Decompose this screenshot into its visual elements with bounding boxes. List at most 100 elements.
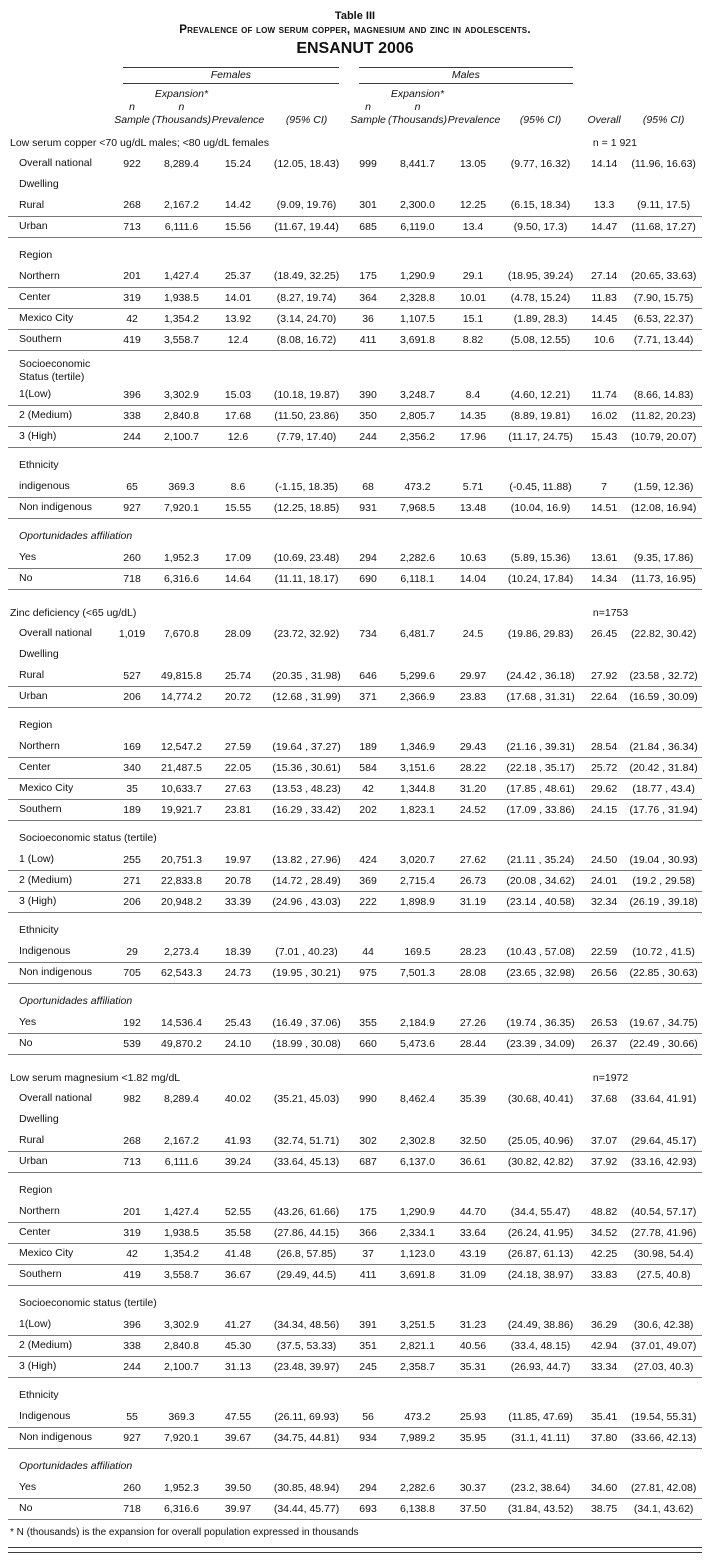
- table-row: Overall national 1,019 7,670.8 28.09 (23.72,…: [8, 623, 702, 644]
- cell-value: (34.4, 55.47): [498, 1201, 583, 1223]
- cell-value: 268: [112, 195, 152, 217]
- cell-value: 1,952.3: [151, 1477, 212, 1499]
- cell-value: 3,251.5: [387, 1314, 448, 1336]
- cell-value: 268: [112, 1130, 152, 1152]
- cell-value: 13.92: [211, 308, 265, 330]
- cell-value: (26.8, 57.85): [264, 1243, 349, 1265]
- section-title: Zinc deficiency (<65 ug/dL): [10, 606, 137, 619]
- table-row: Southern 189 19,921.7 23.81 (16.29 , 33.42) 2…: [8, 799, 702, 821]
- cell-value: 29.62: [582, 778, 626, 800]
- cell-value: 38.75: [582, 1498, 626, 1520]
- row-label: Yes: [8, 1012, 113, 1034]
- table-row: Center 319 1,938.5 35.58 (27.86, 44.15) 366 2,…: [8, 1222, 702, 1244]
- cell-value: 32.34: [582, 891, 626, 913]
- cell-value: 371: [348, 686, 388, 708]
- group-header-row: Oportunidades affiliation: [8, 526, 702, 547]
- cell-value: 49,870.2: [151, 1033, 212, 1055]
- cell-value: 47.55: [211, 1406, 265, 1428]
- col-header-prevalence-females: Prevalence: [211, 114, 265, 126]
- cell-value: 44: [348, 941, 388, 963]
- cell-value: 527: [112, 665, 152, 687]
- cell-value: 8.6: [211, 476, 265, 498]
- cell-value: 2,300.0: [387, 195, 448, 217]
- cell-value: 245: [348, 1356, 388, 1378]
- cell-value: (12.68 , 31.99): [264, 686, 349, 708]
- cell-value: 7,920.1: [151, 497, 212, 519]
- cell-value: 19,921.7: [151, 799, 212, 821]
- cell-value: 17.68: [211, 405, 265, 427]
- cell-value: 1,427.4: [151, 1201, 212, 1223]
- cell-value: 6,118.1: [387, 568, 448, 590]
- table-row: Rural 268 2,167.2 41.93 (32.74, 51.71) 302 2,3…: [8, 1130, 702, 1152]
- cell-value: 1,823.1: [387, 799, 448, 821]
- cell-value: 7,501.3: [387, 962, 448, 984]
- cell-value: 26.37: [582, 1033, 626, 1055]
- cell-value: (9.77, 16.32): [510, 157, 571, 170]
- row-label: Non indigenous: [8, 1427, 113, 1449]
- row-label: Center: [8, 757, 113, 779]
- table-row: No 718 6,316.6 14.64 (11.11, 18.17) 690 6,118.…: [8, 568, 702, 590]
- table-row: 2 (Medium) 271 22,833.8 20.78 (14.72 , 28.49…: [8, 870, 702, 892]
- cell-value: 473.2: [387, 476, 448, 498]
- cell-value: 982: [123, 1092, 141, 1105]
- cell-value: (29.64, 45.17): [625, 1130, 702, 1152]
- cell-value: 294: [348, 547, 388, 569]
- table-row: Non indigenous 927 7,920.1 39.67 (34.75, 44.…: [8, 1427, 702, 1449]
- cell-value: 34.60: [582, 1477, 626, 1499]
- cell-value: 2,100.7: [151, 426, 212, 448]
- cell-value: 35.95: [447, 1427, 499, 1449]
- cell-value: (1.59, 12.36): [625, 476, 702, 498]
- table-row: 1 (Low) 255 20,751.3 19.97 (13.82 , 27.96) 42…: [8, 849, 702, 871]
- cell-value: 32.50: [447, 1130, 499, 1152]
- cell-value: 2,840.8: [151, 405, 212, 427]
- cell-value: 22,833.8: [151, 870, 212, 892]
- cell-value: (21.11 , 35.24): [498, 849, 583, 871]
- cell-value: 37.50: [447, 1498, 499, 1520]
- cell-value: (19.04 , 30.93): [625, 849, 702, 871]
- cell-value: (9.09, 19.76): [264, 195, 349, 217]
- cell-value: (11.17, 24.75): [498, 426, 583, 448]
- cell-value: 25.74: [211, 665, 265, 687]
- cell-value: 3,151.6: [387, 757, 448, 779]
- cell-value: 62,543.3: [151, 962, 212, 984]
- section-title-row: Low serum magnesium <1.82 mg/dL n=1972: [8, 1067, 702, 1088]
- cell-value: 13.3: [582, 195, 626, 217]
- table-row: Southern 419 3,558.7 36.67 (29.49, 44.5) 411 3…: [8, 1264, 702, 1286]
- cell-value: 31.20: [447, 778, 499, 800]
- cell-value: 3,558.7: [151, 329, 212, 351]
- spacer-row: [8, 707, 702, 715]
- cell-value: 201: [112, 266, 152, 288]
- cell-value: 31.23: [447, 1314, 499, 1336]
- cell-value: 319: [112, 287, 152, 309]
- cell-value: 14.14: [590, 157, 618, 170]
- table-title: Prevalence of low serum copper, magnesiu…: [179, 24, 531, 37]
- cell-value: 10,633.7: [151, 778, 212, 800]
- cell-value: 206: [112, 686, 152, 708]
- cell-value: 8,289.4: [163, 1092, 199, 1105]
- cell-value: 646: [348, 665, 388, 687]
- table-row: Non indigenous 927 7,920.1 15.55 (12.25, 18.…: [8, 497, 702, 519]
- cell-value: (34.75, 44.81): [264, 1427, 349, 1449]
- cell-value: 41.48: [211, 1243, 265, 1265]
- cell-value: 2,273.4: [151, 941, 212, 963]
- cell-value: 24.73: [211, 962, 265, 984]
- cell-value: (20.08 , 34.62): [498, 870, 583, 892]
- cell-value: 6,481.7: [399, 627, 436, 640]
- table-number: Table III: [334, 10, 376, 22]
- cell-value: 42: [112, 1243, 152, 1265]
- group-header-label: Ethnicity: [19, 924, 59, 937]
- cell-value: 660: [348, 1033, 388, 1055]
- row-label: Northern: [8, 736, 113, 758]
- cell-value: 26.56: [582, 962, 626, 984]
- spacer-row: [8, 983, 702, 991]
- group-header-label: Region: [19, 249, 53, 262]
- cell-value: 6,316.6: [151, 568, 212, 590]
- cell-value: (24.18, 38.97): [498, 1264, 583, 1286]
- cell-value: (30.6, 42.38): [625, 1314, 702, 1336]
- table-row: Northern 201 1,427.4 52.55 (43.26, 61.66) 175…: [8, 1201, 702, 1223]
- cell-value: (19.64 , 37.27): [264, 736, 349, 758]
- cell-value: 25.93: [447, 1406, 499, 1428]
- cell-value: (16.49 , 37.06): [264, 1012, 349, 1034]
- cell-value: 15.03: [211, 384, 265, 406]
- cell-value: 41.93: [211, 1130, 265, 1152]
